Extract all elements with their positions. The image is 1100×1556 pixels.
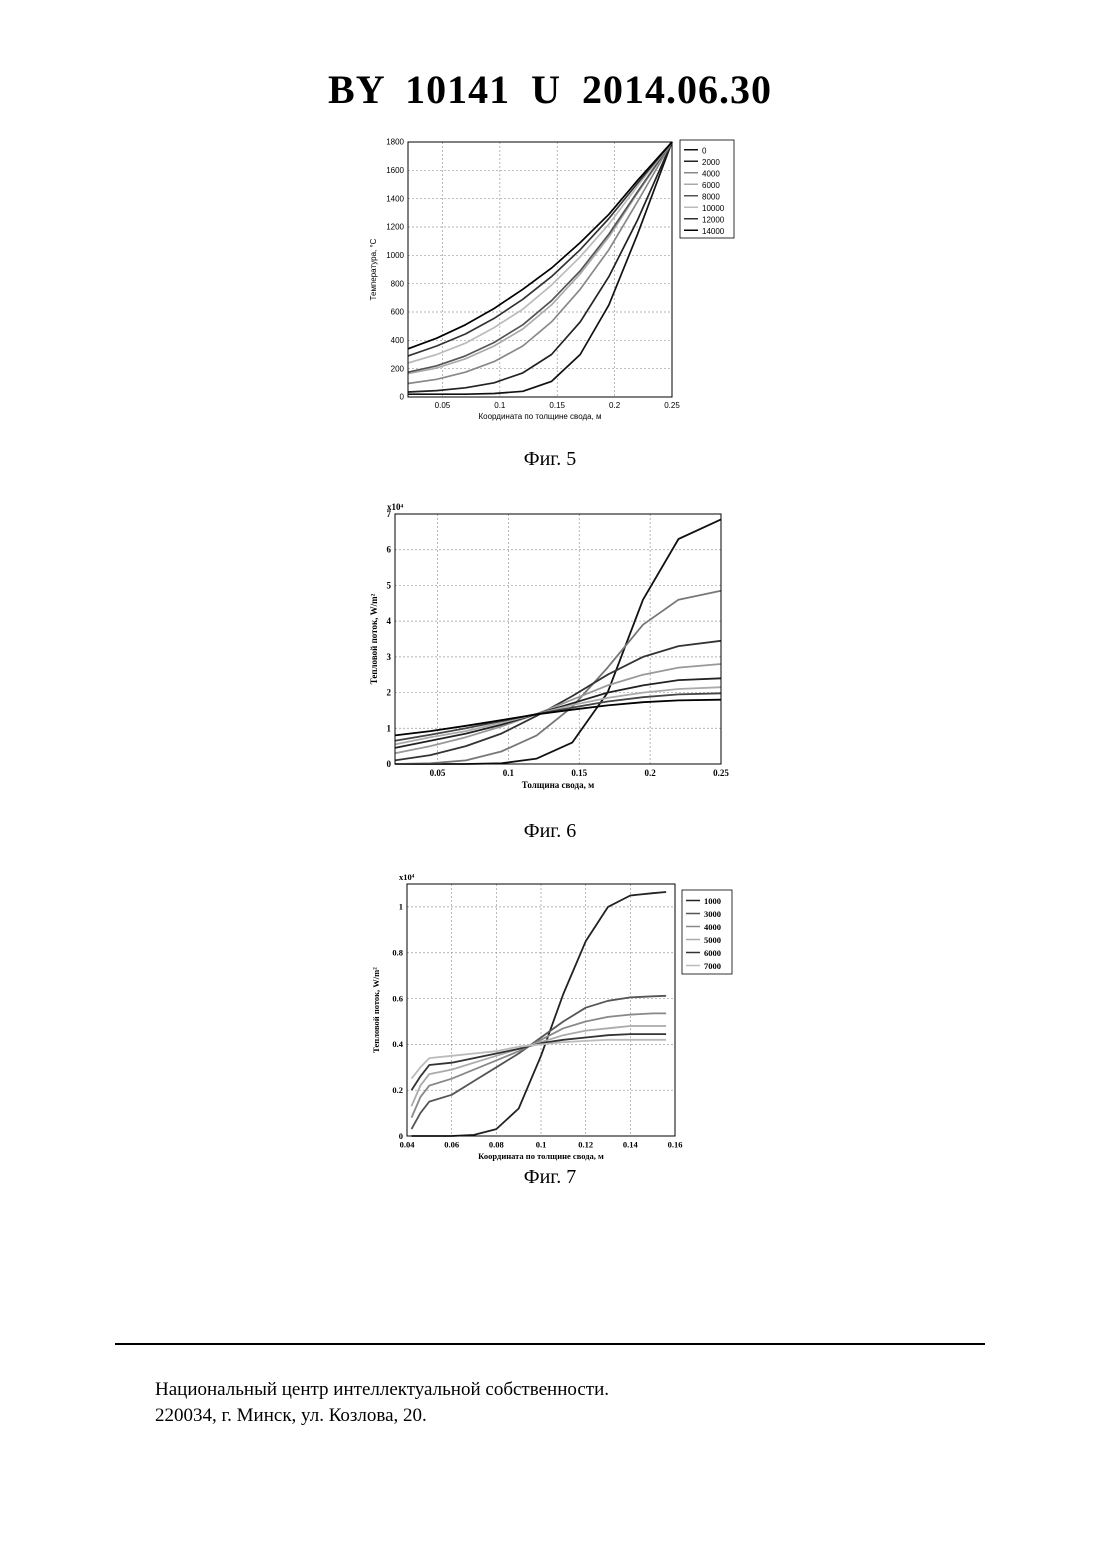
y-axis-multiplier: x10⁴ bbox=[399, 872, 415, 882]
x-tick-label: 0.16 bbox=[668, 1140, 683, 1150]
y-tick-label: 0 bbox=[387, 759, 392, 769]
legend-label: 0 bbox=[702, 146, 707, 155]
figure-6-caption: Фиг. 6 bbox=[0, 820, 1100, 843]
legend-label: 4000 bbox=[702, 169, 720, 178]
x-axis-label: Координата по толщине свода, м bbox=[478, 1151, 604, 1161]
x-tick-label: 0.06 bbox=[444, 1140, 459, 1150]
y-tick-label: 600 bbox=[391, 308, 405, 317]
legend-label: 1000 bbox=[704, 896, 721, 906]
legend-label: 8000 bbox=[702, 192, 720, 201]
x-axis-label: Толщина свода, м bbox=[522, 780, 594, 790]
legend-label: 6000 bbox=[704, 948, 721, 958]
figure-5-caption: Фиг. 5 bbox=[0, 448, 1100, 471]
figure-7-heat-flux-chart: 0.04 0.06 0.08 0.1 0.12 0.14 0.16 0 0.2 0.4 0.6 0.8… bbox=[365, 870, 740, 1170]
y-tick-label: 0 bbox=[400, 393, 405, 402]
legend-label: 6000 bbox=[702, 181, 720, 190]
document-number-header: BY 10141 U 2014.06.30 bbox=[0, 66, 1100, 113]
y-tick-label: 400 bbox=[391, 336, 405, 345]
y-tick-label: 0.4 bbox=[392, 1039, 403, 1049]
y-tick-label: 4 bbox=[387, 616, 392, 626]
x-tick-label: 0.05 bbox=[435, 401, 451, 410]
y-tick-label: 2 bbox=[387, 688, 392, 698]
y-tick-label: 3 bbox=[387, 652, 392, 662]
y-tick-label: 1800 bbox=[386, 138, 404, 147]
legend-label: 2000 bbox=[702, 158, 720, 167]
legend-label: 12000 bbox=[702, 215, 725, 224]
x-tick-label: 0.15 bbox=[571, 768, 587, 778]
y-axis-label: Температура, °C bbox=[369, 238, 378, 300]
y-tick-label: 1000 bbox=[386, 251, 404, 260]
legend-label: 10000 bbox=[702, 204, 725, 213]
x-tick-label: 0.15 bbox=[549, 401, 565, 410]
y-tick-label: 1600 bbox=[386, 166, 404, 175]
y-tick-label: 200 bbox=[391, 364, 405, 373]
legend-label: 7000 bbox=[704, 961, 721, 971]
x-tick-label: 0.25 bbox=[713, 768, 729, 778]
legend-label: 3000 bbox=[704, 909, 721, 919]
x-tick-label: 0.14 bbox=[623, 1140, 639, 1150]
x-tick-label: 0.05 bbox=[430, 768, 446, 778]
figure-7-caption: Фиг. 7 bbox=[0, 1166, 1100, 1189]
legend-label: 4000 bbox=[704, 922, 721, 932]
plot-background bbox=[408, 142, 672, 397]
y-axis-label: Тепловой поток, W/m² bbox=[371, 967, 381, 1053]
y-tick-label: 800 bbox=[391, 279, 405, 288]
x-axis-label: Координата по толщине свода, м bbox=[478, 412, 601, 421]
y-axis-multiplier: x10⁴ bbox=[387, 502, 404, 512]
y-tick-label: 6 bbox=[387, 545, 392, 555]
y-tick-label: 0.2 bbox=[392, 1085, 403, 1095]
y-axis-label: Тепловой поток, W/m² bbox=[369, 593, 379, 684]
x-tick-label: 0.12 bbox=[578, 1140, 593, 1150]
figure-6-heat-flux-chart: 0.050.10.150.20.2501234567Толщина свода,… bbox=[365, 500, 740, 800]
footer-divider bbox=[115, 1343, 985, 1345]
y-tick-label: 1 bbox=[387, 723, 392, 733]
x-tick-label: 0.1 bbox=[536, 1140, 547, 1150]
y-tick-label: 0 bbox=[399, 1131, 403, 1141]
x-tick-label: 0.2 bbox=[609, 401, 621, 410]
x-tick-label: 0.2 bbox=[645, 768, 657, 778]
footer-organization: Национальный центр интеллектуальной собс… bbox=[155, 1377, 609, 1403]
y-tick-label: 1 bbox=[399, 902, 403, 912]
x-tick-label: 0.1 bbox=[494, 401, 506, 410]
figure-5-temperature-chart: 0.05 0.1 0.15 0.2 0.25 0 200 400 600 800 1000 1200 1… bbox=[360, 130, 740, 430]
y-tick-label: 5 bbox=[387, 580, 392, 590]
y-tick-label: 1200 bbox=[386, 223, 404, 232]
x-tick-label: 0.1 bbox=[503, 768, 515, 778]
x-tick-label: 0.08 bbox=[489, 1140, 504, 1150]
x-tick-label: 0.04 bbox=[400, 1140, 416, 1150]
y-tick-label: 1400 bbox=[386, 194, 404, 203]
legend-label: 14000 bbox=[702, 227, 725, 236]
footer-address: 220034, г. Минск, ул. Козлова, 20. bbox=[155, 1403, 609, 1429]
y-tick-label: 0.8 bbox=[392, 948, 403, 958]
x-tick-label: 0.25 bbox=[664, 401, 680, 410]
footer: Национальный центр интеллектуальной собс… bbox=[155, 1377, 609, 1429]
y-tick-label: 0.6 bbox=[392, 993, 403, 1003]
legend-label: 5000 bbox=[704, 935, 721, 945]
